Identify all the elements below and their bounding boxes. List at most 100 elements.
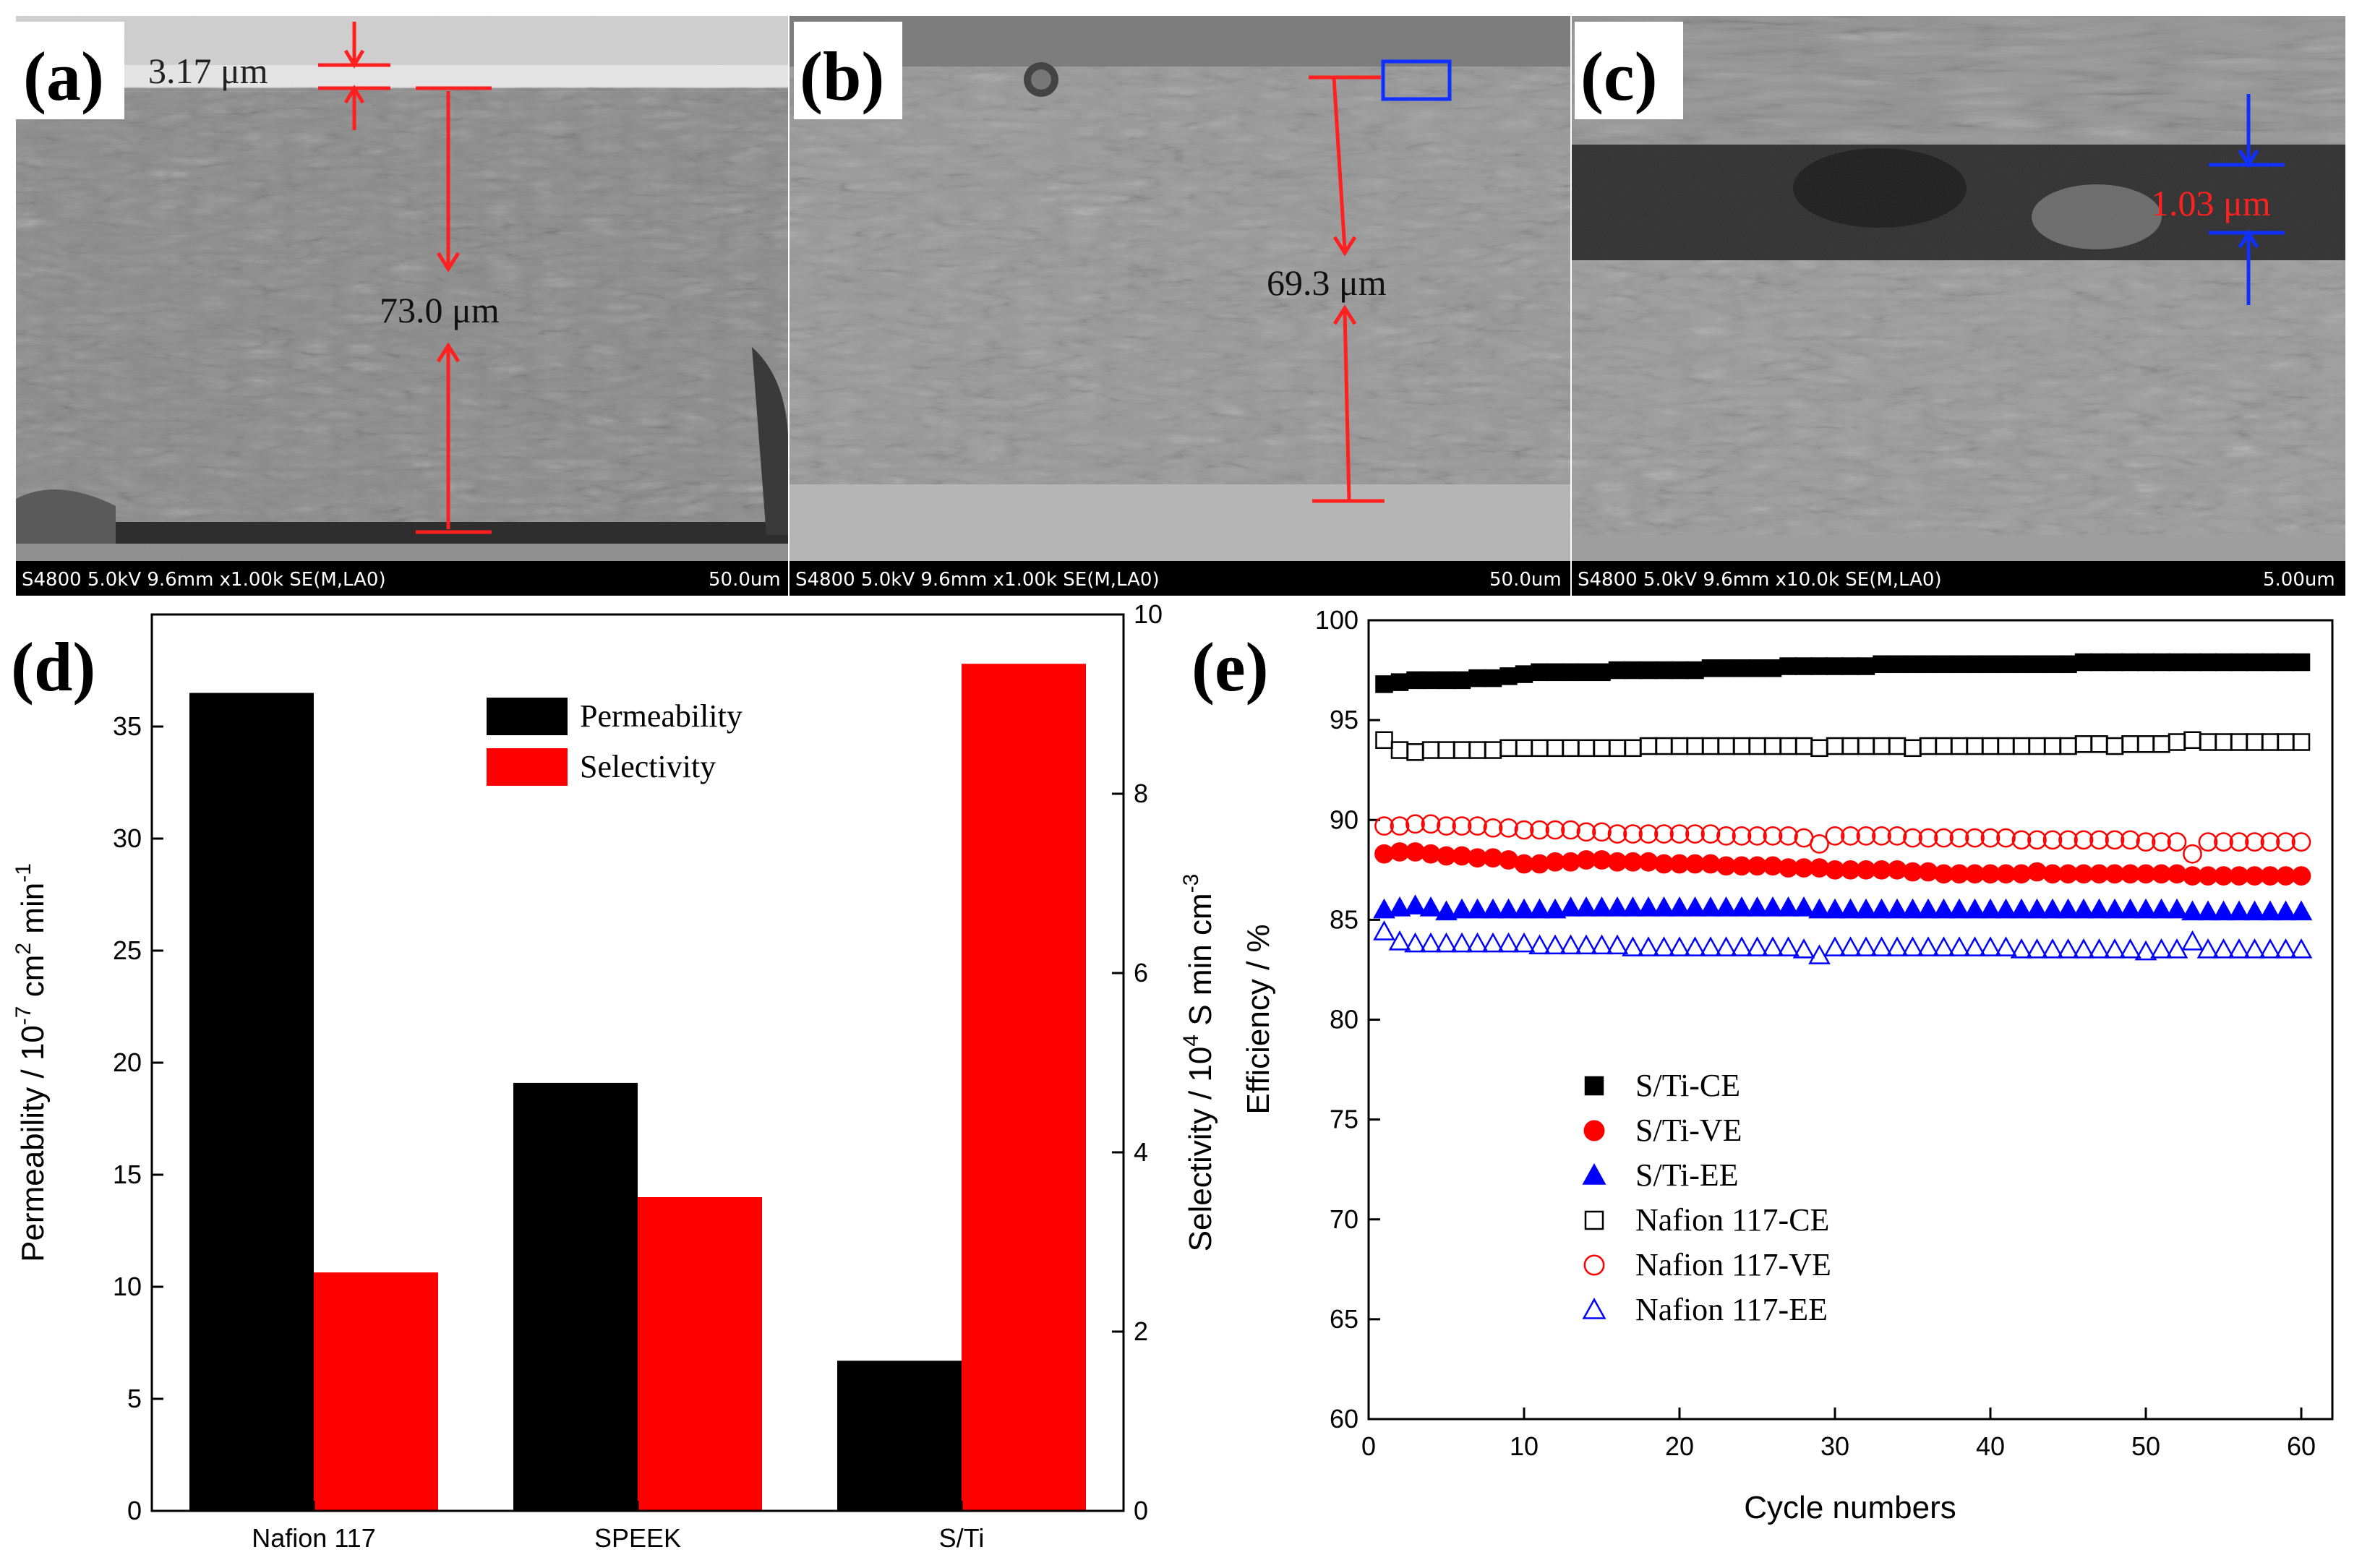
point-nafion-117-ce [1717,737,1735,755]
point-nafion-117-ee [2243,938,2266,959]
point-nafion-117-ce [2168,733,2186,751]
point-nafion-117-ee [2134,940,2157,961]
point-nafion-117-ee [2196,938,2220,959]
point-nafion-117-ce [2090,735,2108,753]
point-s-ti-ee [1622,896,1644,917]
point-s-ti-ce [1857,657,1875,675]
chart-e-x-tick-label: 60 [2287,1431,2316,1461]
point-nafion-117-ve [2229,832,2249,852]
point-s-ti-ee [1575,896,1598,917]
point-nafion-117-ee [2041,938,2064,959]
point-nafion-117-ee [1653,936,1675,956]
point-nafion-117-ve [2011,830,2032,850]
legend-swatch-selectivity [487,748,568,786]
thickness-marker-a [318,22,492,534]
point-nafion-117-ce [1437,741,1455,759]
bar-selectivity-nafion-117 [314,1272,438,1511]
zoom-region-box-b [1381,59,1452,101]
point-nafion-117-ee [1497,932,1520,953]
point-s-ti-ee [1823,898,1847,919]
point-nafion-117-ee [1792,938,1815,959]
point-s-ti-ee [2119,898,2141,919]
point-s-ti-ee [1964,898,1986,919]
point-nafion-117-ve [1530,820,1549,840]
point-nafion-117-ee [1404,932,1426,953]
point-s-ti-ce [1794,657,1813,675]
point-nafion-117-ve [1903,828,1922,848]
point-nafion-117-ve [1452,816,1472,836]
point-nafion-117-ee [1933,936,1955,956]
point-s-ti-ce [2292,653,2311,672]
point-s-ti-ce [1966,655,1984,674]
point-nafion-117-ve [2042,830,2063,850]
point-nafion-117-ve [2260,832,2280,852]
point-nafion-117-ce [1919,737,1938,755]
point-nafion-117-ve [1856,826,1876,846]
point-s-ti-ce [1981,655,2000,674]
legend-nafion-117-ve-marker [1583,1254,1605,1276]
point-nafion-117-ve [1763,826,1783,846]
chart-e-x-tick-label: 50 [2131,1431,2160,1461]
point-nafion-117-ee [2275,938,2297,959]
point-nafion-117-ve [1607,824,1627,844]
point-nafion-117-ce [1531,739,1549,758]
point-nafion-117-ve [1592,822,1612,842]
chart-d-permeability-selectivity: (d) Permeability / 10-7 cm2 min-1 Select… [11,599,1218,1553]
point-s-ti-ee [1808,898,1831,919]
sem-info-c: S4800 5.0kV 9.6mm x10.0k SE(M,LA0) [1578,569,1942,591]
point-nafion-117-ce [2277,733,2295,751]
sem-scale-c: 5.00um [2263,569,2335,591]
point-nafion-117-ce [1406,743,1424,761]
bar-selectivity-speek [638,1197,762,1511]
point-nafion-117-ce [1515,739,1533,758]
point-s-ti-ee [2134,898,2157,919]
legend-nafion-117-ee-marker [1582,1298,1606,1319]
point-nafion-117-ce [1670,737,1689,755]
point-s-ti-ce [2230,653,2248,672]
measurement-label-c: 1.03 μm [2151,183,2271,223]
point-s-ti-ce [1826,657,1844,675]
point-s-ti-ee [1559,896,1582,917]
point-s-ti-ee [2088,898,2110,919]
chart-d-y2-tick-label: 8 [1134,779,1148,808]
point-nafion-117-ce [2183,731,2201,749]
point-nafion-117-ve [1980,828,2001,848]
point-s-ti-ce [2121,653,2139,672]
chart-d-legend: Permeability Selectivity [487,698,743,786]
point-s-ti-ee [1761,896,1784,917]
legend-label-permeability: Permeability [580,698,743,734]
point-nafion-117-ce [1935,737,1953,755]
point-nafion-117-ve [1576,822,1596,842]
point-s-ti-ce [1468,669,1486,687]
point-nafion-117-ce [1888,737,1907,755]
point-s-ti-ee [1450,898,1473,919]
panel-letter-a: (a) [23,38,104,115]
chart-e-y-tick-label: 85 [1330,904,1358,934]
point-nafion-117-ee [1746,936,1768,956]
point-nafion-117-ce [2261,733,2280,751]
point-nafion-117-ce [1826,737,1844,755]
point-nafion-117-ee [1948,936,1971,956]
point-s-ti-ee [2072,898,2095,919]
sem-info-bar-c [1572,561,2345,596]
point-nafion-117-ve [1996,828,2016,848]
point-s-ti-ce [1452,671,1471,690]
chart-d-y-tick-label: 5 [127,1384,142,1413]
point-nafion-117-ve [1918,828,1938,848]
point-s-ti-ce [1873,655,1891,674]
point-s-ti-ce [2152,653,2170,672]
point-nafion-117-ee [1917,936,1940,956]
point-nafion-117-ce [1748,737,1766,755]
bar-selectivity-s-ti [962,664,1086,1512]
point-s-ti-ce [2183,653,2201,672]
point-s-ti-ce [1437,671,1455,690]
point-nafion-117-ce [2105,737,2124,755]
legend-nafion-117-ce-marker [1584,1210,1604,1230]
point-nafion-117-ee [1730,936,1753,956]
point-s-ti-ce [2261,653,2280,672]
chart-d-y2-tick-label: 4 [1134,1137,1148,1167]
point-s-ti-ee [2212,900,2235,921]
point-nafion-117-ee [1715,936,1737,956]
chart-d-y-tick-label: 35 [113,711,142,741]
panel-letter-box-b [794,22,902,119]
